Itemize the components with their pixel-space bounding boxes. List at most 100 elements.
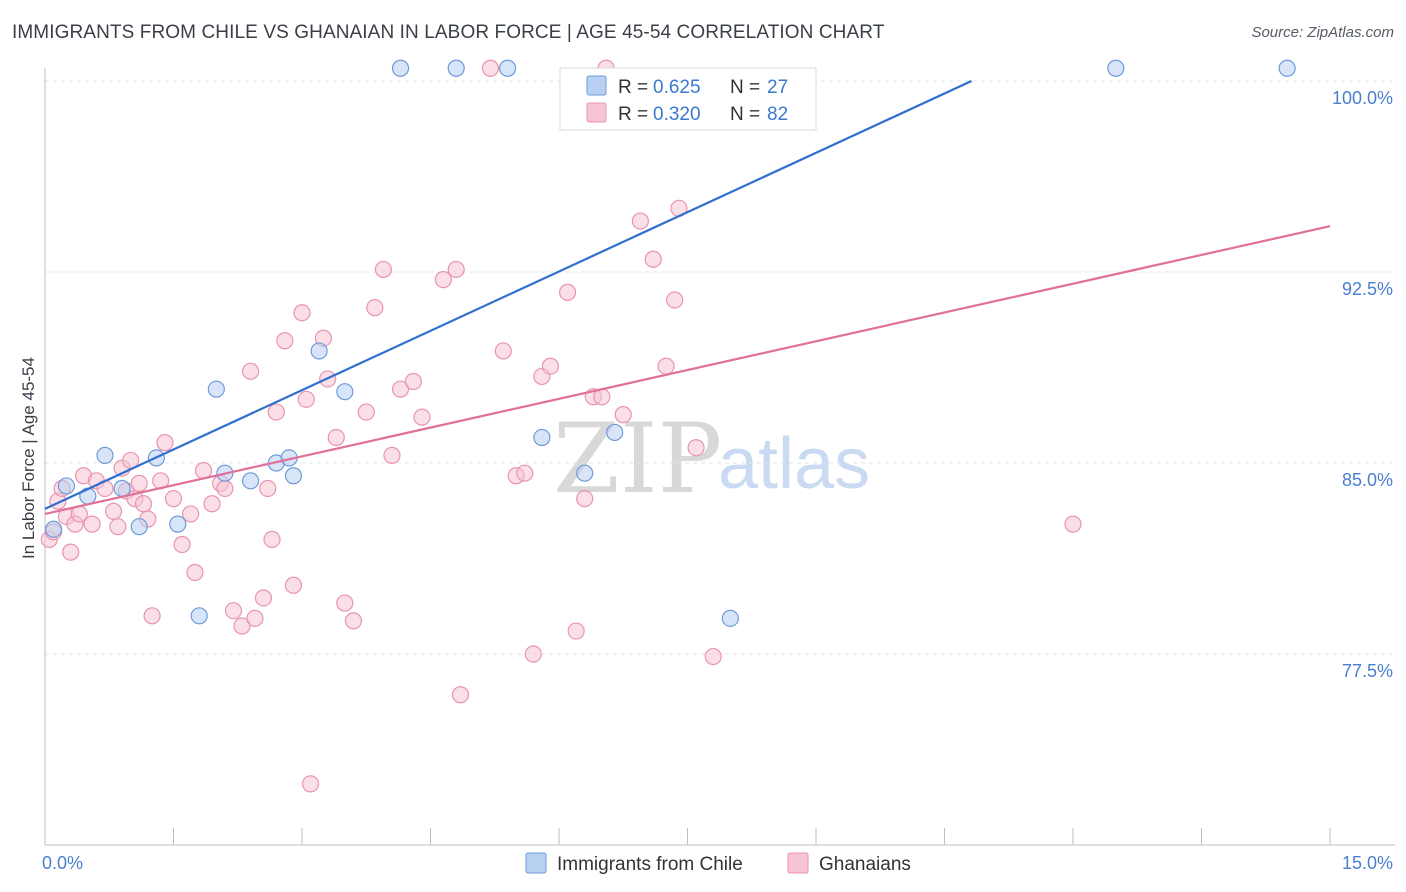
watermark-atlas: atlas bbox=[718, 424, 870, 504]
source-credit: Source: ZipAtlas.com bbox=[1251, 24, 1394, 41]
chile-point bbox=[207, 380, 225, 398]
ghanaian-point bbox=[644, 250, 662, 268]
chile-point bbox=[721, 609, 739, 627]
ghanaian-point bbox=[143, 607, 161, 625]
chile-point bbox=[1278, 59, 1296, 77]
ghanaian-trend-line bbox=[44, 225, 1331, 516]
ghanaian-point bbox=[216, 479, 234, 498]
ghanaian-point bbox=[327, 428, 345, 447]
chile-point bbox=[576, 464, 594, 482]
chile-point bbox=[169, 515, 187, 533]
ghanaian-point bbox=[374, 260, 392, 279]
chile-point bbox=[96, 446, 114, 464]
ghanaian-point bbox=[1064, 515, 1082, 533]
chile-trend-line bbox=[44, 80, 972, 510]
ghanaian-point bbox=[567, 622, 585, 640]
ghanaian-point bbox=[242, 362, 260, 380]
ghanaian-point bbox=[263, 530, 281, 549]
ghanaian-point bbox=[203, 495, 221, 513]
legend-n-value-ghana: 82 bbox=[767, 104, 788, 125]
ghanaian-point bbox=[301, 775, 320, 793]
chile-point bbox=[242, 472, 260, 490]
ghanaian-point bbox=[336, 594, 354, 612]
ghanaian-point bbox=[576, 490, 594, 508]
ghanaian-point bbox=[233, 617, 251, 635]
bottom-legend-swatch-chile bbox=[525, 852, 547, 874]
ghanaian-point bbox=[383, 446, 401, 464]
chile-point bbox=[499, 59, 517, 77]
ghanaian-point bbox=[631, 212, 649, 230]
chart-title: IMMIGRANTS FROM CHILE VS GHANAIAN IN LAB… bbox=[12, 22, 885, 43]
ghanaian-point bbox=[254, 589, 273, 607]
ghanaian-point bbox=[297, 390, 315, 408]
ghanaian-point bbox=[541, 357, 560, 375]
bottom-legend-label-ghana: Ghanaians bbox=[819, 854, 911, 875]
ghanaian-point bbox=[173, 535, 191, 554]
ghanaian-point bbox=[447, 260, 465, 279]
y-axis-label: In Labor Force | Age 45-54 bbox=[19, 357, 38, 559]
ghanaian-point bbox=[156, 434, 174, 452]
legend-n-label-chile: N = bbox=[730, 77, 760, 98]
ghanaian-point bbox=[404, 372, 422, 391]
legend-r-label-chile: R = bbox=[618, 77, 648, 98]
chile-point bbox=[130, 518, 148, 536]
chile-point bbox=[1107, 59, 1125, 77]
ghanaian-point bbox=[109, 518, 127, 536]
legend-box: R = 0.625 N = 27 R = 0.320 N = 82 bbox=[559, 67, 817, 131]
watermark: ZIP atlas bbox=[553, 403, 870, 515]
chile-point bbox=[391, 59, 410, 77]
x-tick-label: 0.0% bbox=[42, 853, 83, 873]
chile-point bbox=[336, 383, 354, 401]
ghanaian-point bbox=[666, 291, 684, 309]
ghanaian-point bbox=[246, 609, 264, 627]
ghanaian-point bbox=[704, 647, 722, 666]
chile-point bbox=[57, 477, 76, 495]
ghanaian-point bbox=[83, 515, 101, 533]
legend-n-label-ghana: N = bbox=[730, 104, 760, 125]
ghanaian-point bbox=[104, 502, 123, 520]
y-tick-labels: 77.5% 85.0% 92.5% 100.0% bbox=[1332, 88, 1393, 681]
ghanaian-point bbox=[186, 563, 204, 582]
chile-point bbox=[606, 423, 624, 442]
ghanaian-point bbox=[164, 490, 183, 508]
ghanaian-point bbox=[267, 403, 285, 421]
ghanaian-point bbox=[494, 342, 512, 360]
legend-r-value-chile: 0.625 bbox=[653, 77, 701, 98]
ghanaian-point bbox=[224, 602, 243, 620]
bottom-legend-swatch-ghana bbox=[787, 852, 809, 874]
ghanaian-point bbox=[481, 59, 500, 77]
ghanaian-point bbox=[451, 686, 470, 704]
legend-r-value-ghana: 0.320 bbox=[653, 104, 701, 125]
ghanaian-point bbox=[62, 543, 80, 561]
ghanaian-point bbox=[293, 304, 311, 322]
bottom-legend-label-chile: Immigrants from Chile bbox=[557, 854, 743, 875]
ghanaian-point bbox=[182, 505, 200, 523]
chile-point bbox=[190, 607, 208, 625]
chile-point bbox=[284, 467, 303, 485]
ghanaian-point bbox=[344, 612, 362, 630]
data-points bbox=[40, 59, 1296, 793]
bottom-legend: Immigrants from Chile Ghanaians bbox=[525, 852, 911, 875]
x-tick-label: 15.0% bbox=[1342, 853, 1393, 873]
chile-point bbox=[113, 479, 131, 498]
ghanaian-point bbox=[391, 380, 410, 398]
axes bbox=[44, 68, 1395, 846]
ghanaian-point bbox=[134, 495, 153, 513]
chile-point bbox=[447, 59, 465, 77]
ghanaian-point bbox=[434, 271, 452, 289]
ghanaian-point bbox=[558, 283, 577, 301]
ghanaian-point bbox=[524, 645, 542, 663]
ghanaian-point bbox=[516, 464, 534, 482]
ghanaian-point bbox=[276, 332, 294, 350]
y-tick-label: 85.0% bbox=[1342, 470, 1393, 490]
ghanaian-point bbox=[284, 576, 303, 594]
y-tick-label: 100.0% bbox=[1332, 88, 1393, 108]
y-tick-label: 77.5% bbox=[1342, 661, 1393, 681]
chile-point bbox=[310, 342, 328, 360]
ghanaian-point bbox=[614, 406, 632, 424]
ghanaian-point bbox=[259, 479, 277, 498]
legend-swatch-chile bbox=[586, 75, 607, 96]
ghanaian-point bbox=[366, 299, 384, 317]
ghanaian-point bbox=[687, 439, 705, 457]
